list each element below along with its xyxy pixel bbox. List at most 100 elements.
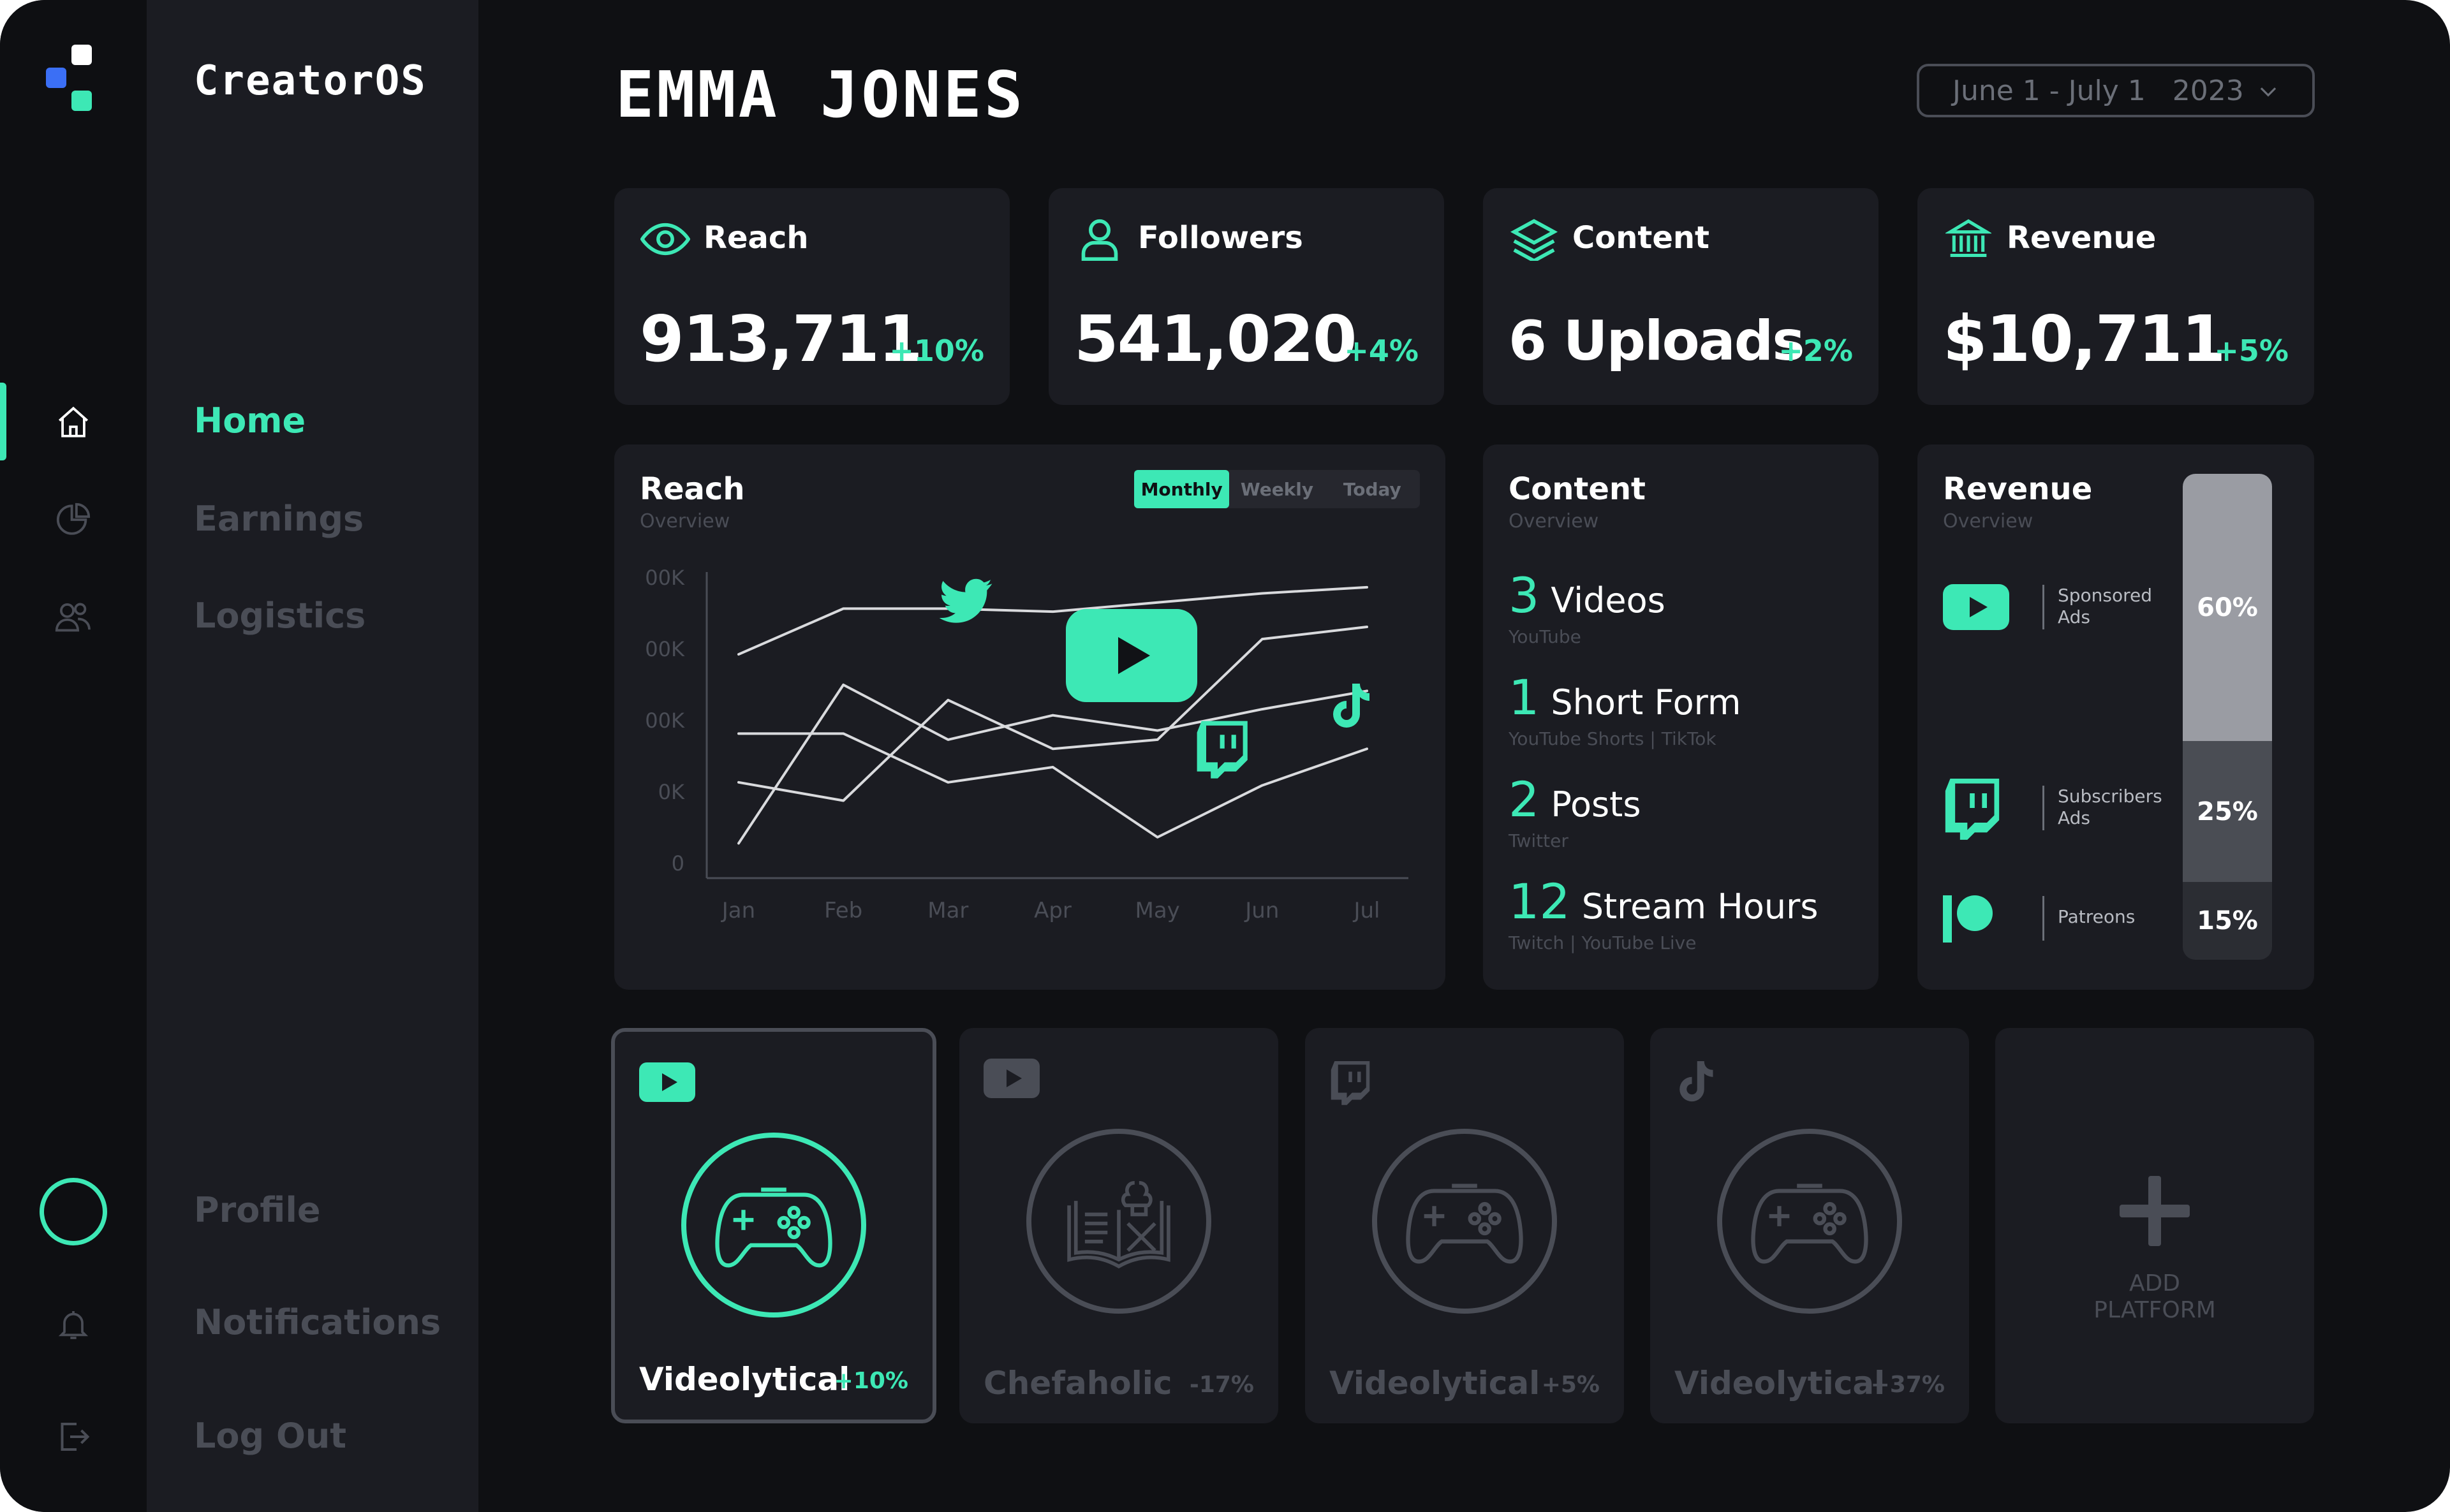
stat-card-followers[interactable]: Followers 541,020 +4% xyxy=(1049,188,1444,405)
add-platform-line1: ADD xyxy=(2129,1270,2181,1296)
toggle-weekly[interactable]: Weekly xyxy=(1240,478,1314,500)
gamepad-icon xyxy=(1372,1129,1557,1314)
stat-label: Followers xyxy=(1138,220,1303,256)
content-title: Content xyxy=(1509,471,1646,507)
nav-home[interactable]: Home xyxy=(194,400,306,441)
divider xyxy=(2042,896,2044,941)
stat-card-revenue[interactable]: Revenue $10,711 +5% xyxy=(1917,188,2314,405)
users-icon[interactable] xyxy=(51,594,96,639)
x-tick-label: Jul xyxy=(1352,898,1380,923)
content-label: Posts xyxy=(1551,784,1641,825)
y-tick-label: 0K xyxy=(658,780,685,804)
content-label: Short Form xyxy=(1551,682,1741,723)
stat-change: +10% xyxy=(889,334,984,368)
eye-icon xyxy=(638,212,692,266)
toggle-today[interactable]: Today xyxy=(1343,478,1401,500)
divider xyxy=(2042,786,2044,830)
content-count: 3 xyxy=(1509,567,1540,624)
nav-notifications[interactable]: Notifications xyxy=(194,1302,441,1342)
toggle-monthly[interactable]: Monthly xyxy=(1134,470,1230,508)
nav-logout[interactable]: Log Out xyxy=(194,1416,347,1456)
bell-icon[interactable] xyxy=(51,1302,96,1347)
revenue-source-label: Patreons xyxy=(2058,906,2136,927)
reach-chart-card: Reach Overview Monthly Weekly Today 00K 0… xyxy=(614,444,1445,990)
reach-chart-title: Reach xyxy=(640,471,745,507)
twitter-icon xyxy=(939,578,993,623)
reach-line-chart: 00K 00K 00K 0K 0 Jan Feb Mar Apr May Jun Jul xyxy=(645,566,1408,923)
period-toggle: Monthly Weekly Today xyxy=(1134,470,1420,508)
platform-card[interactable]: Videolytical +10% xyxy=(611,1028,936,1423)
content-label: Stream Hours xyxy=(1581,886,1819,927)
stat-value: 913,711 xyxy=(640,302,922,376)
stat-value: $10,711 xyxy=(1943,302,2225,376)
content-source: Twitch | YouTube Live xyxy=(1509,932,1697,953)
revenue-row-patreons: Patreons xyxy=(1943,883,2160,953)
x-tick-label: Apr xyxy=(1034,898,1072,923)
stat-label: Content xyxy=(1572,220,1709,256)
pie-chart-icon[interactable] xyxy=(51,497,96,542)
stat-change: +4% xyxy=(1344,334,1419,368)
nav-earnings[interactable]: Earnings xyxy=(194,499,364,539)
series-line-youtube xyxy=(737,626,1368,802)
platform-name: Chefaholic xyxy=(984,1365,1172,1402)
logo-icon xyxy=(46,45,96,111)
revenue-share-bar: 60% 25% 15% xyxy=(2183,474,2272,960)
date-range-select[interactable]: June 1 - July 1 2023 xyxy=(1917,64,2315,117)
divider xyxy=(2042,585,2044,629)
revenue-share-sponsored: 60% xyxy=(2183,474,2272,741)
plus-icon xyxy=(2120,1176,2190,1246)
cookbook-icon xyxy=(1026,1129,1211,1314)
x-tick-label: May xyxy=(1135,898,1180,923)
x-tick-label: Jan xyxy=(721,898,755,923)
content-count: 12 xyxy=(1509,873,1570,930)
revenue-share-subscribers: 25% xyxy=(2183,741,2272,882)
platform-card[interactable]: Videolytical +37% xyxy=(1650,1028,1969,1423)
stat-change: +5% xyxy=(2214,334,2289,368)
series-line-twitter xyxy=(737,585,1368,656)
logout-icon[interactable] xyxy=(51,1414,96,1459)
revenue-overview-card: Revenue Overview Sponsored Ads Subscribe… xyxy=(1917,444,2314,990)
content-item-stream-hours: 12 Stream Hours Twitch | YouTube Live xyxy=(1509,873,1818,953)
stat-value: 541,020 xyxy=(1074,302,1357,376)
content-count: 1 xyxy=(1509,669,1540,726)
home-icon[interactable] xyxy=(51,400,96,444)
content-item-short-form: 1 Short Form YouTube Shorts | TikTok xyxy=(1509,669,1741,749)
series-line-twitch xyxy=(737,732,1368,839)
rail-active-indicator xyxy=(0,383,6,460)
content-source: YouTube xyxy=(1509,626,1581,647)
tiktok-icon xyxy=(1333,684,1369,728)
page-title: EMMA JONES xyxy=(616,57,1026,132)
gamepad-icon xyxy=(681,1133,866,1317)
brand-name: CreatorOS xyxy=(194,57,427,105)
layers-icon xyxy=(1507,212,1561,266)
x-tick-label: Mar xyxy=(927,898,968,923)
revenue-source-label: Subscribers Ads xyxy=(2058,786,2162,828)
add-platform-button[interactable]: ADD PLATFORM xyxy=(1995,1028,2314,1423)
platform-name: Videolytical xyxy=(1674,1365,1885,1402)
chevron-down-icon xyxy=(2256,78,2280,110)
youtube-icon xyxy=(1943,572,2009,642)
youtube-icon xyxy=(984,1059,1040,1101)
content-source: Twitter xyxy=(1509,830,1568,851)
content-label: Videos xyxy=(1551,580,1665,620)
platform-change: +37% xyxy=(1870,1372,1945,1398)
y-tick-label: 00K xyxy=(645,708,685,733)
stat-card-content[interactable]: Content 6 Uploads +2% xyxy=(1483,188,1878,405)
stat-card-reach[interactable]: Reach 913,711 +10% xyxy=(614,188,1010,405)
platform-card[interactable]: Videolytical +5% xyxy=(1305,1028,1624,1423)
x-tick-label: Jun xyxy=(1244,898,1279,923)
platform-change: -17% xyxy=(1189,1372,1254,1398)
platform-change: +10% xyxy=(834,1368,908,1394)
stat-label: Revenue xyxy=(2007,220,2157,256)
icon-rail xyxy=(0,0,147,1512)
nav-logistics[interactable]: Logistics xyxy=(194,596,366,636)
avatar[interactable] xyxy=(40,1178,107,1245)
y-tick-label: 00K xyxy=(645,566,685,590)
nav-profile[interactable]: Profile xyxy=(194,1190,321,1230)
twitch-icon xyxy=(1197,721,1248,779)
patreon-icon xyxy=(1943,883,2009,953)
platform-card[interactable]: Chefaholic -17% xyxy=(959,1028,1278,1423)
revenue-row-subscribers: Subscribers Ads xyxy=(1943,773,2162,843)
add-platform-line2: PLATFORM xyxy=(2093,1297,2216,1323)
